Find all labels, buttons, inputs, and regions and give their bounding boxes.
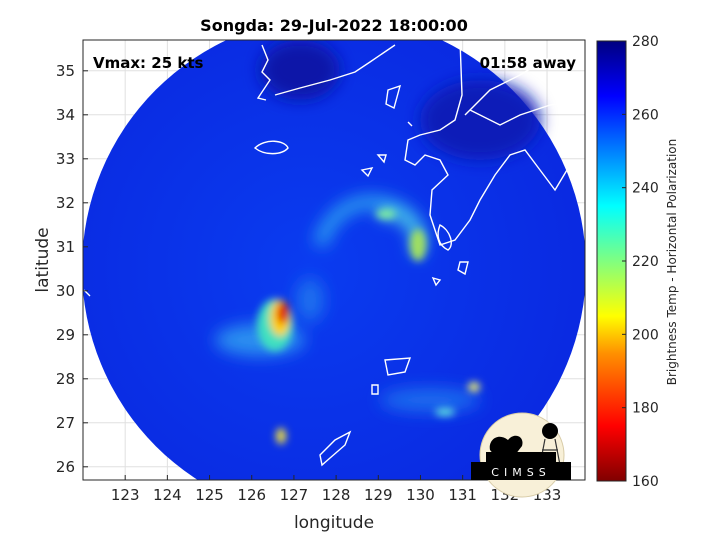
colorbar-tick-label: 200	[632, 327, 659, 343]
x-tick-label: 124	[153, 486, 182, 504]
x-axis-label: longitude	[294, 513, 374, 533]
time-away-label: 01:58 away	[480, 54, 577, 72]
logo-text: CIMSS	[491, 466, 550, 479]
colorbar-label: Brightness Temp - Horizontal Polarizatio…	[665, 139, 679, 386]
coastlines	[83, 40, 585, 467]
swath	[83, 40, 585, 480]
convective-cells	[257, 209, 480, 444]
y-tick-label: 26	[56, 458, 75, 476]
chart-title: Songda: 29-Jul-2022 18:00:00	[200, 16, 468, 35]
colorbar-tick-label: 240	[632, 181, 659, 197]
colorbar	[596, 40, 627, 482]
colorbar-tick-label: 220	[632, 254, 659, 270]
x-tick-label: 127	[280, 486, 309, 504]
x-tick-label: 123	[111, 486, 140, 504]
y-tick-label: 29	[56, 326, 75, 344]
y-tick-label: 35	[56, 62, 75, 80]
x-tick-label: 130	[406, 486, 435, 504]
colorbar-ticks: 160 180 200 220 240 260 280	[622, 34, 659, 490]
colorbar-tick-label: 260	[632, 107, 659, 123]
x-tick-label: 125	[195, 486, 224, 504]
x-tick-label: 126	[237, 486, 266, 504]
colorbar-tick-label: 280	[632, 34, 659, 50]
y-tick-label: 28	[56, 370, 75, 388]
y-tick-label: 34	[56, 106, 75, 124]
y-tick-label: 32	[56, 194, 75, 212]
cimss-logo: CIMSS	[471, 412, 571, 498]
axes-box	[82, 39, 586, 481]
colorbar-tick-label: 180	[632, 401, 659, 417]
y-tick-label: 27	[56, 414, 75, 432]
y-axis-label: latitude	[33, 227, 53, 292]
vmax-label: Vmax: 25 kts	[93, 54, 203, 72]
x-tick-label: 131	[448, 486, 477, 504]
y-tick-label: 31	[56, 238, 75, 256]
x-tick-label: 129	[364, 486, 393, 504]
y-tick-label: 33	[56, 150, 75, 168]
y-tick-label: 30	[56, 282, 75, 300]
x-tick-label: 128	[322, 486, 351, 504]
colorbar-tick-label: 160	[632, 474, 659, 490]
axis-ticks: 123 124 125 126 127 128 129 130 131 132 1332627282…	[56, 62, 561, 504]
